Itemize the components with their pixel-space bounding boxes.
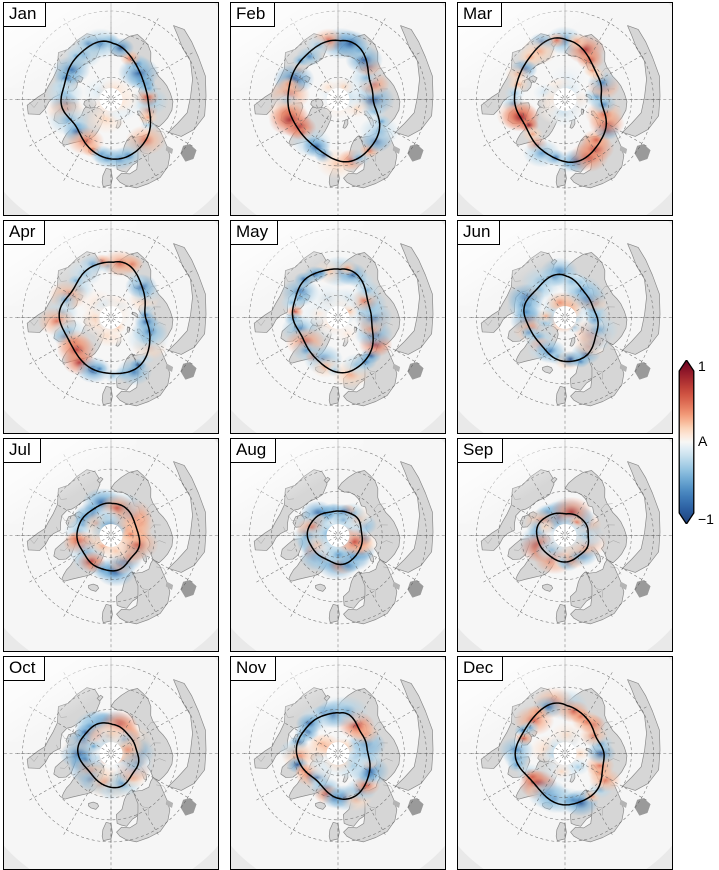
colorbar-axis-label: A [698, 433, 708, 449]
map-panel-dec[interactable]: Dec [457, 656, 673, 870]
panel-month-label: May [231, 221, 279, 245]
map-panel-mar[interactable]: Mar [457, 2, 673, 216]
map-canvas [4, 221, 218, 433]
map-canvas [4, 439, 218, 651]
map-canvas [231, 439, 445, 651]
panel-month-label: Oct [4, 657, 46, 681]
colorbar: 1 A −1 [676, 356, 719, 528]
panel-month-label: Jan [4, 3, 47, 27]
map-panel-sep[interactable]: Sep [457, 438, 673, 652]
map-panel-feb[interactable]: Feb [230, 2, 446, 216]
map-panel-jan[interactable]: Jan [3, 2, 219, 216]
map-canvas [458, 657, 672, 869]
panel-month-label: Aug [231, 439, 277, 463]
map-canvas [4, 3, 218, 215]
map-panel-aug[interactable]: Aug [230, 438, 446, 652]
map-panel-nov[interactable]: Nov [230, 656, 446, 870]
map-canvas [458, 3, 672, 215]
panel-month-label: Jul [4, 439, 41, 463]
map-panel-jun[interactable]: Jun [457, 220, 673, 434]
map-canvas [231, 3, 445, 215]
panel-month-label: Apr [4, 221, 46, 245]
colorbar-max-tick-label: 1 [698, 358, 706, 374]
panel-month-label: Feb [231, 3, 276, 27]
map-canvas [231, 221, 445, 433]
map-canvas [458, 439, 672, 651]
map-panel-oct[interactable]: Oct [3, 656, 219, 870]
map-panel-jul[interactable]: Jul [3, 438, 219, 652]
panel-month-label: Sep [458, 439, 504, 463]
panel-month-label: Dec [458, 657, 504, 681]
colorbar-min-tick-label: −1 [698, 511, 714, 527]
map-canvas [458, 221, 672, 433]
map-panel-apr[interactable]: Apr [3, 220, 219, 434]
panel-month-label: Nov [231, 657, 277, 681]
panel-month-label: Mar [458, 3, 503, 27]
panel-month-label: Jun [458, 221, 501, 245]
map-panel-may[interactable]: May [230, 220, 446, 434]
colorbar-gradient [678, 360, 695, 524]
map-canvas [4, 657, 218, 869]
map-canvas [231, 657, 445, 869]
map-panel-grid: Jan Feb Mar Apr May Jun Jul Aug Sep Oct Nov Dec [3, 2, 673, 870]
